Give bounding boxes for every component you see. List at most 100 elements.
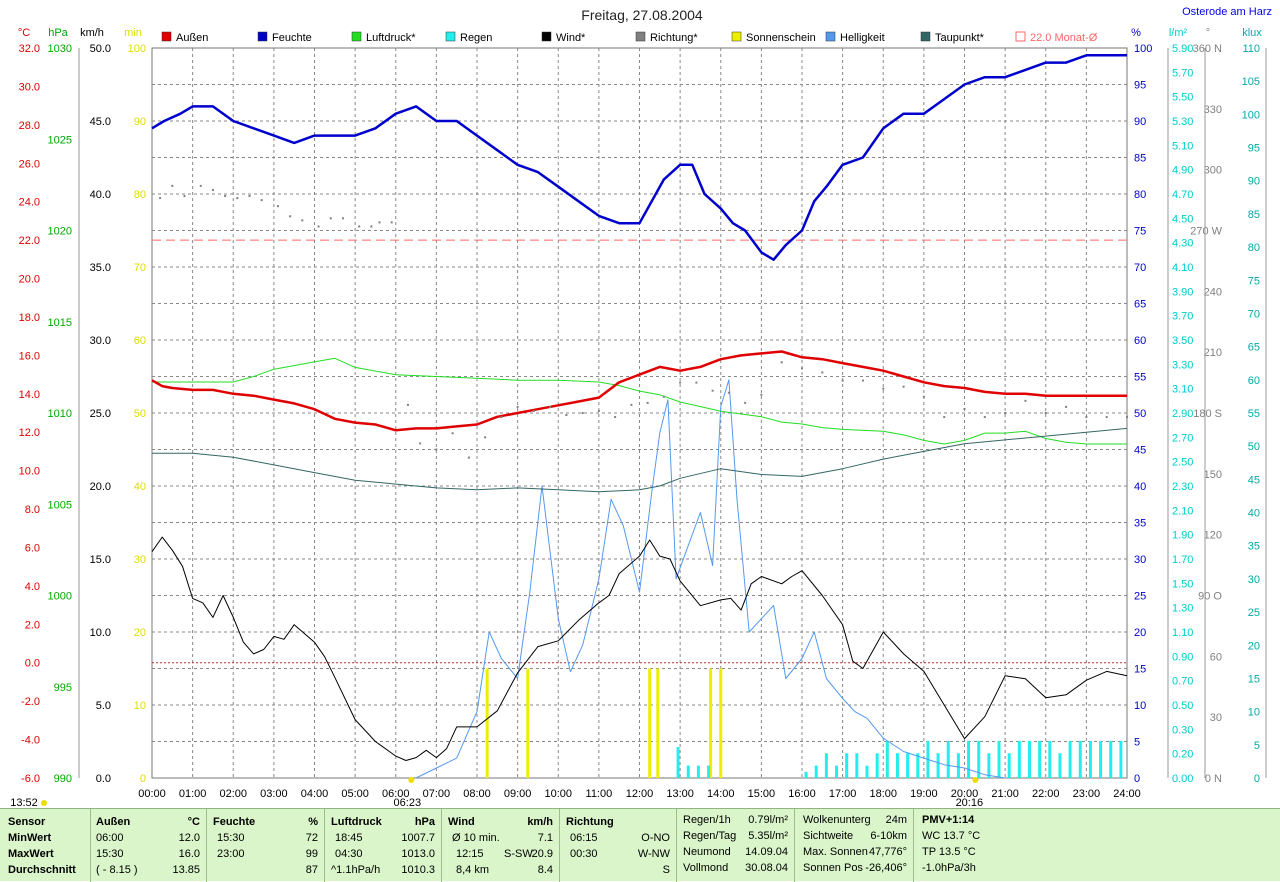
richtung-point — [467, 456, 470, 459]
humidity-axis-tick: 90 — [1134, 116, 1146, 128]
sunshine-bar — [526, 668, 530, 778]
richtung-point — [236, 197, 239, 200]
richtung-point — [902, 385, 905, 388]
rain-axis-tick: 2.10 — [1172, 505, 1193, 517]
pressure-axis-tick: 1010 — [48, 408, 72, 420]
clock-label: 13:52 — [10, 797, 38, 808]
rain-axis-tick: 1.50 — [1172, 578, 1193, 590]
time-tick: 18:00 — [869, 788, 897, 800]
pmv-column: PMV+1:14 WC 13.7 °C TP 13.5 °C -1.0hPa/3… — [913, 809, 1013, 882]
rain-bar — [845, 753, 849, 778]
time-tick: 05:00 — [341, 788, 369, 800]
temp-axis-tick: 26.0 — [19, 158, 40, 170]
wind-mean-value: 8.4 — [537, 864, 553, 876]
rain-axis-tick: 4.10 — [1172, 262, 1193, 274]
wind-column: Wind km/h Ø 10 min. 7.1 12:15 S-SW 20.9 8,4 … — [441, 809, 559, 882]
richtung-point — [435, 448, 438, 451]
pressure-axis-tick: 1000 — [48, 591, 72, 603]
lux-axis-tick: 65 — [1248, 342, 1260, 354]
rain-axis-tick: 1.10 — [1172, 627, 1193, 639]
rain-axis-tick: 2.30 — [1172, 481, 1193, 493]
lux-axis-tick: 20 — [1248, 640, 1260, 652]
legend-swatch — [731, 31, 742, 42]
rain-bar — [977, 740, 981, 778]
richtung-point — [370, 225, 373, 228]
richtung-point — [419, 442, 422, 445]
sun-axis-tick: 20 — [134, 627, 146, 639]
wind-max-direction: S-SW — [504, 848, 533, 860]
rain-bar — [946, 740, 950, 778]
luftdruck-title: Luftdruck — [331, 816, 382, 828]
richtung-point — [289, 215, 292, 218]
wind-unit: km/h — [80, 27, 104, 39]
richtung-point — [963, 407, 966, 410]
direction-axis-tick: 90 O — [1198, 591, 1222, 603]
richtung-point — [841, 379, 844, 382]
luftdruck-line — [152, 357, 1127, 445]
sun-axis-tick: 100 — [128, 43, 146, 55]
richtung-point — [861, 379, 864, 382]
wind-axis-tick: 5.0 — [96, 700, 111, 712]
feuchte-max-time: 23:00 — [217, 848, 245, 860]
rain-bar — [686, 765, 690, 778]
row-label-max: MaxWert — [8, 848, 54, 860]
luftdruck-min-time: 18:45 — [335, 832, 363, 844]
lux-axis-tick: 70 — [1248, 308, 1260, 320]
humidity-axis-tick: 0 — [1134, 773, 1140, 785]
rain-axis-tick: 3.50 — [1172, 335, 1193, 347]
rain-bar — [1068, 740, 1072, 778]
legend-label: Richtung* — [650, 32, 698, 44]
time-tick: 21:00 — [991, 788, 1019, 800]
richtung-point — [760, 393, 763, 396]
richtung-avg-value: S — [662, 864, 670, 876]
richtung-point — [329, 217, 332, 220]
time-tick: 09:00 — [504, 788, 532, 800]
neumond-value: 14.09.04 — [745, 846, 788, 858]
legend-swatch — [351, 31, 362, 42]
rain-bar — [885, 740, 889, 778]
feuchte-column: Feuchte% 15:30 72 23:00 99 87 — [206, 809, 324, 882]
feuchte-unit: % — [308, 816, 318, 828]
rain-axis-tick: 3.30 — [1172, 359, 1193, 371]
lux-axis-tick: 95 — [1248, 143, 1260, 155]
rain-axis-tick: 1.90 — [1172, 530, 1193, 542]
rain-axis-tick: 3.10 — [1172, 384, 1193, 396]
humidity-axis-tick: 80 — [1134, 189, 1146, 201]
richtung-point — [451, 432, 454, 435]
rain-axis-tick: 5.10 — [1172, 140, 1193, 152]
lux-axis-tick: 55 — [1248, 408, 1260, 420]
richtung-point — [1004, 412, 1007, 414]
legend: Außen Feuchte Luftdruck* Regen Wind* Richtung… — [161, 31, 1098, 44]
sunrise-label: 06:23 — [394, 797, 422, 808]
luftdruck-min-value: 1007.7 — [401, 832, 435, 844]
richtung-point — [171, 184, 174, 187]
rain-bar — [1017, 740, 1021, 778]
humidity-axis-tick: 40 — [1134, 481, 1146, 493]
wind-avg-value: 7.1 — [537, 832, 553, 844]
temp-axis-tick: 20.0 — [19, 274, 40, 286]
rain-axis-tick: 4.30 — [1172, 238, 1193, 250]
legend-swatch — [1015, 31, 1026, 42]
legend-swatch — [445, 31, 456, 42]
temp-axis-tick: 30.0 — [19, 81, 40, 93]
aussen-max-value: 16.0 — [178, 848, 200, 860]
richtung-max-value: W-NW — [637, 848, 670, 860]
time-tick: 15:00 — [748, 788, 776, 800]
pressure-axis-tick: 1020 — [48, 226, 72, 238]
rain-bar — [906, 753, 910, 778]
taupunkt-value: TP 13.5 °C — [922, 846, 976, 858]
direction-axis-tick: 30 — [1210, 712, 1222, 724]
lux-axis-tick: 40 — [1248, 508, 1260, 520]
richtung-point — [183, 195, 186, 198]
legend-swatch — [635, 31, 646, 42]
sun-axis-tick: 90 — [134, 116, 146, 128]
direction-axis-tick: 60 — [1210, 651, 1222, 663]
rain-axis-tick: 4.50 — [1172, 213, 1193, 225]
pressure-trend-value: -1.0hPa/3h — [922, 862, 976, 874]
time-tick: 23:00 — [1073, 788, 1101, 800]
rain-bar — [1058, 753, 1062, 778]
richtung-point — [1105, 416, 1108, 419]
taupunkt-line — [152, 427, 1128, 493]
richtung-point — [581, 412, 584, 414]
lux-axis-tick: 90 — [1248, 176, 1260, 188]
